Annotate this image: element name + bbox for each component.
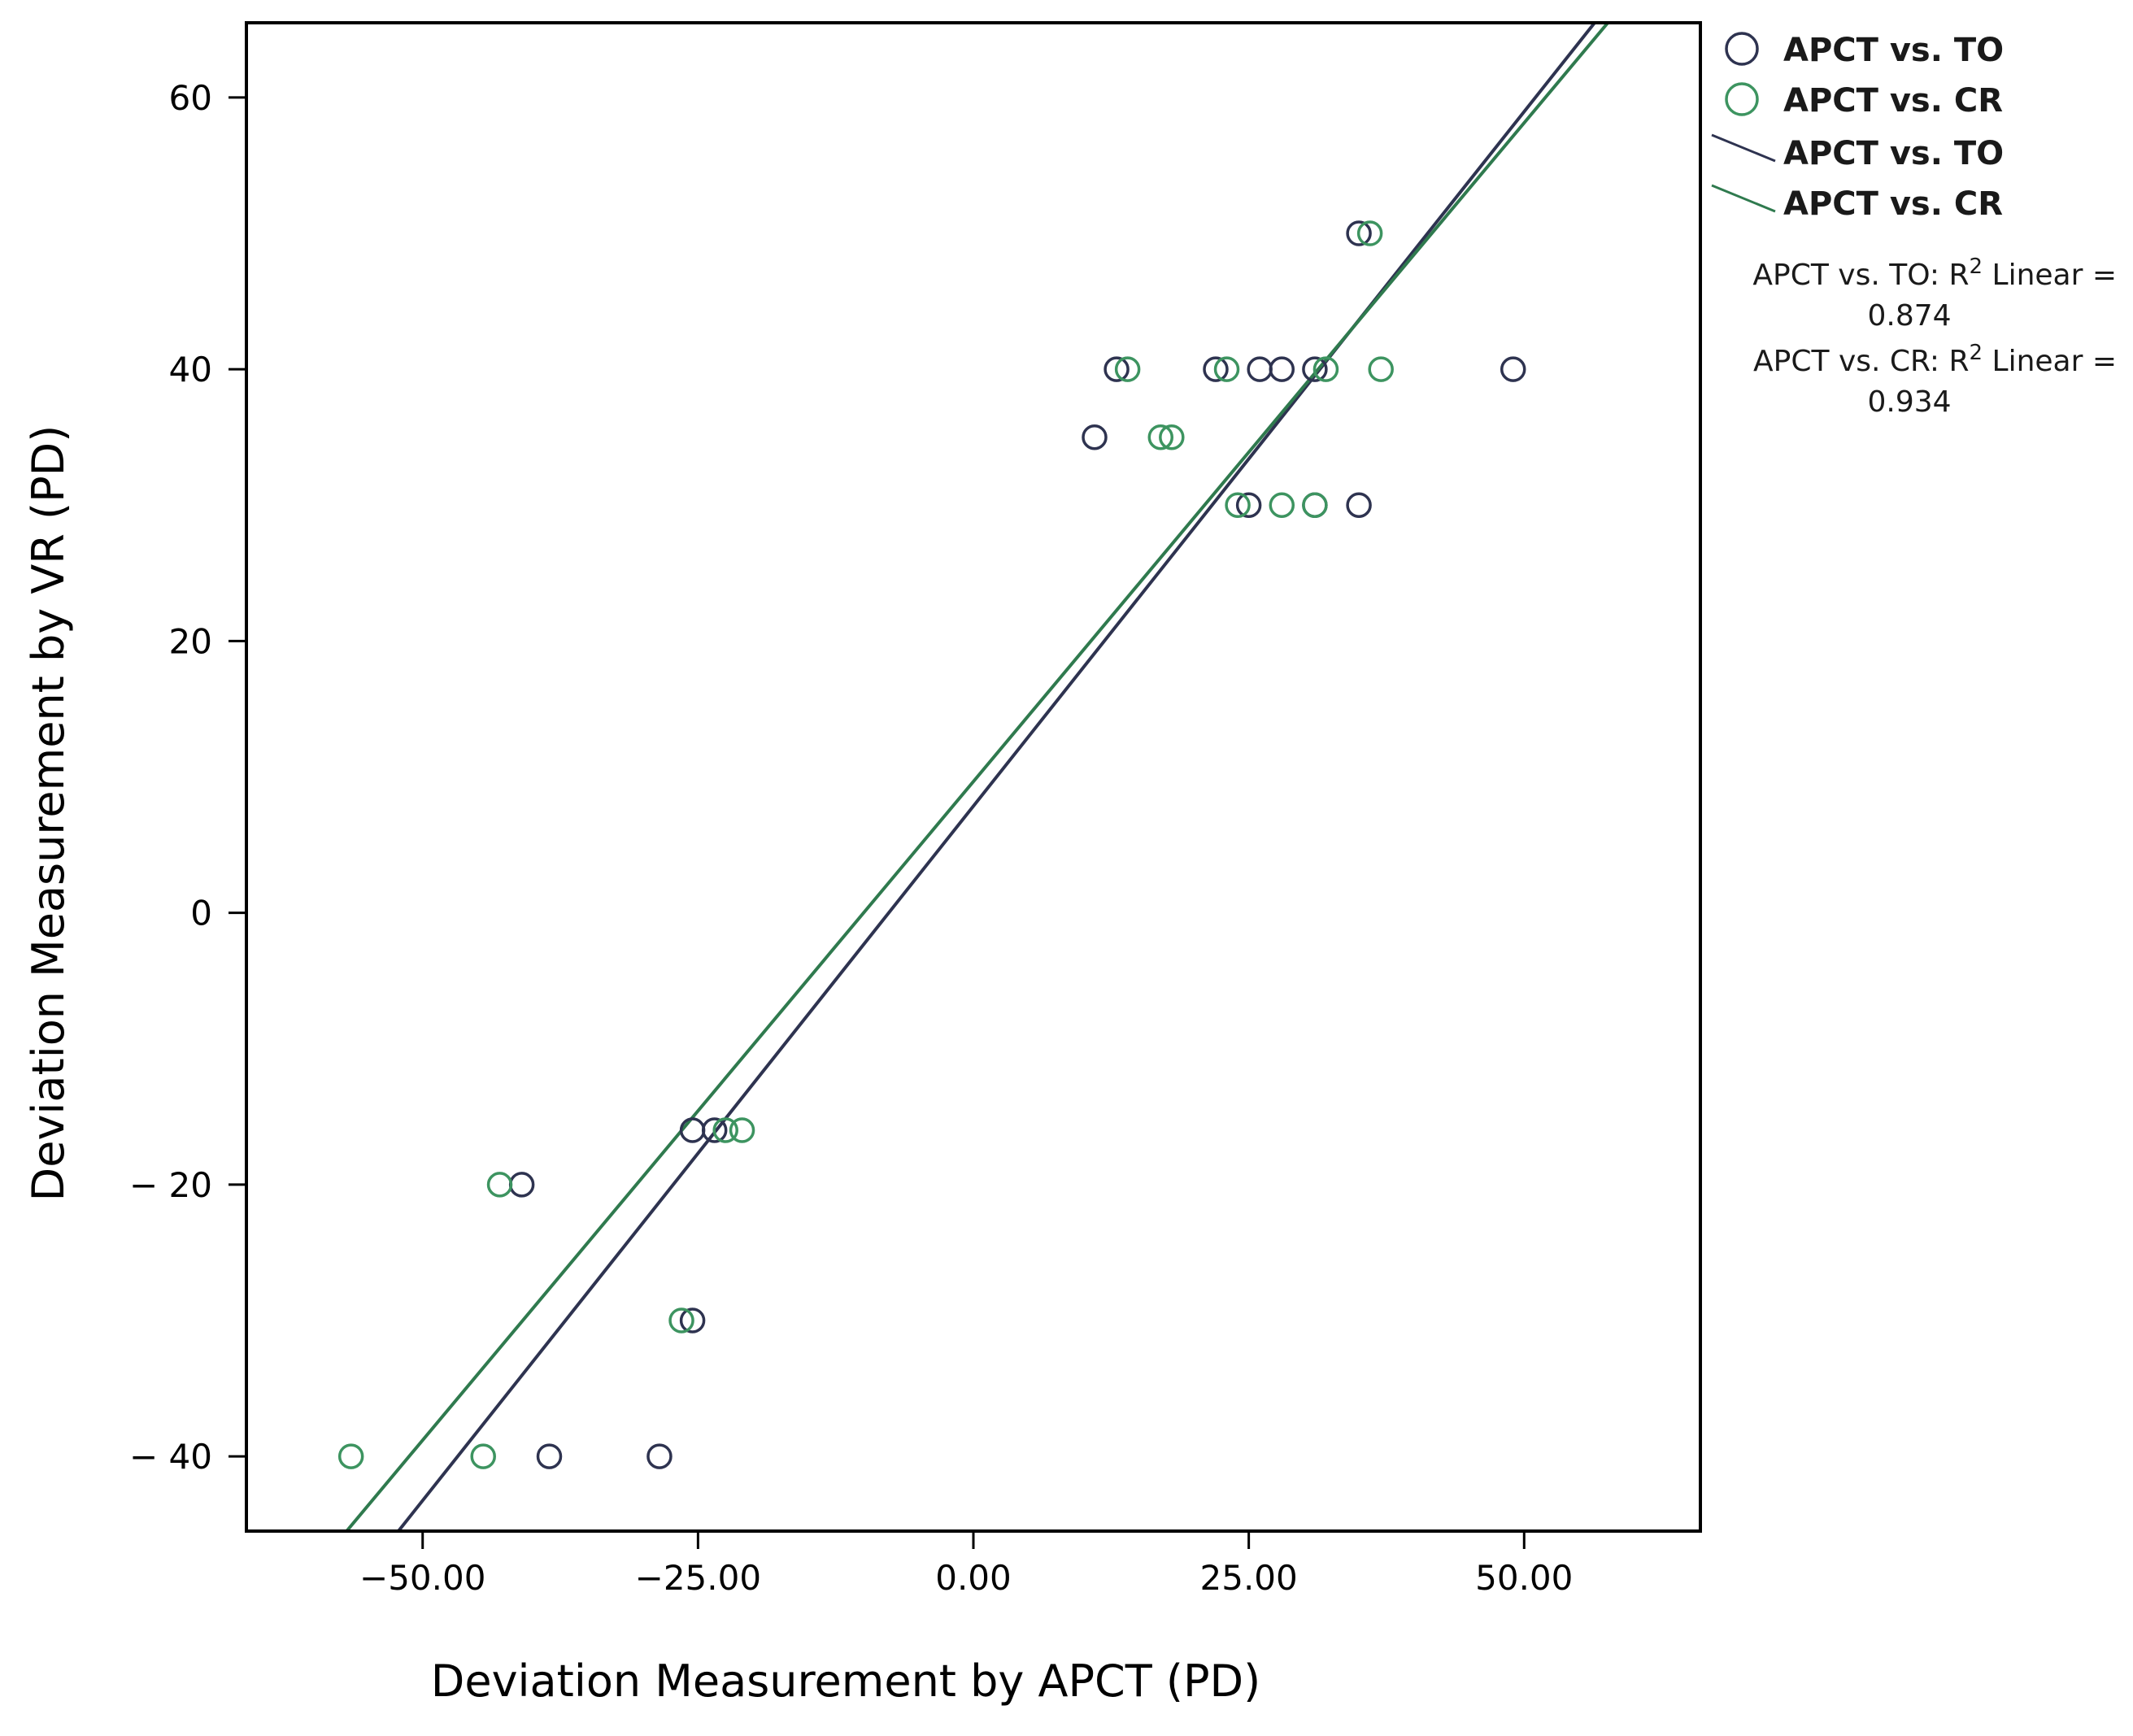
y-tick-label: 20 [169,621,212,661]
data-point [1356,220,1383,246]
data-point [1203,356,1229,382]
annotation-label: APCT vs. TO: R [1752,259,1969,292]
data-point [486,1172,513,1198]
legend-marker-apct-vs-to [1725,32,1759,66]
series-apct-vs-to [508,220,1526,1469]
data-point [1235,492,1262,519]
data-point [1312,356,1339,382]
data-point [1114,356,1141,382]
data-point [668,1307,694,1334]
annotation-label-end: Linear = [1983,345,2117,378]
x-tick-label: −25.00 [635,1558,761,1598]
annotation-label-end: Linear = [1983,259,2117,292]
data-point [1225,492,1251,519]
data-point [536,1443,563,1469]
y-tick-label: 40 [169,350,212,389]
data-point [1269,356,1295,382]
data-point [712,1117,738,1143]
data-point [1247,356,1273,382]
legend-label: APCT vs. TO [1783,32,2004,69]
fit-line-apct-vs-to [397,23,1596,1531]
series-apct-vs-cr [337,220,1394,1469]
legend-label: APCT vs. CR [1783,185,2003,223]
data-point [729,1117,755,1143]
data-point [701,1117,728,1143]
legend-marker-apct-vs-cr [1725,82,1759,116]
data-point [1213,356,1240,382]
data-point [470,1443,496,1469]
y-tick-label: − 40 [129,1437,212,1477]
x-tick-label: −50.00 [359,1558,485,1598]
r-squared-value: 0.934 [1867,385,1951,419]
data-point [1368,356,1394,382]
annotation-superscript: 2 [1970,341,1983,365]
annotation-superscript: 2 [1970,255,1983,279]
r-squared-annotation: APCT vs. CR: R2 Linear = [1753,341,2117,378]
x-tick-label: 0.00 [935,1558,1012,1598]
data-point [1147,424,1174,450]
data-point [1346,492,1372,519]
data-point [679,1117,706,1143]
data-point [1159,424,1185,450]
r-squared-annotation: APCT vs. TO: R2 Linear = [1752,255,2117,292]
annotation-label: APCT vs. CR: R [1753,345,1969,378]
x-tick-label: 25.00 [1200,1558,1298,1598]
y-tick-label: − 20 [129,1165,212,1205]
y-tick-label: 60 [169,78,212,118]
data-point [508,1172,535,1198]
data-point [646,1443,673,1469]
data-point [679,1307,706,1334]
legend-line-apct-vs-to [1711,133,1776,163]
y-tick-label: 0 [190,894,212,933]
legend-line-apct-vs-cr [1711,184,1776,213]
fit-line-apct-vs-cr [345,23,1609,1531]
x-axis-label: Deviation Measurement by APCT (PD) [431,1656,1260,1707]
data-point [1104,356,1130,382]
data-point [1500,356,1526,382]
data-point [1302,356,1328,382]
legend-label: APCT vs. CR [1783,82,2003,120]
data-point [1082,424,1108,450]
data-point [1346,220,1372,246]
r-squared-value: 0.874 [1867,299,1951,333]
x-tick-label: 50.00 [1475,1558,1573,1598]
data-point [337,1443,364,1469]
data-point [1302,492,1328,519]
plot-frame [245,21,1702,1533]
y-axis-label: Deviation Measurement by VR (PD) [23,425,74,1202]
legend-label: APCT vs. TO [1783,135,2004,172]
data-point [1269,492,1295,519]
